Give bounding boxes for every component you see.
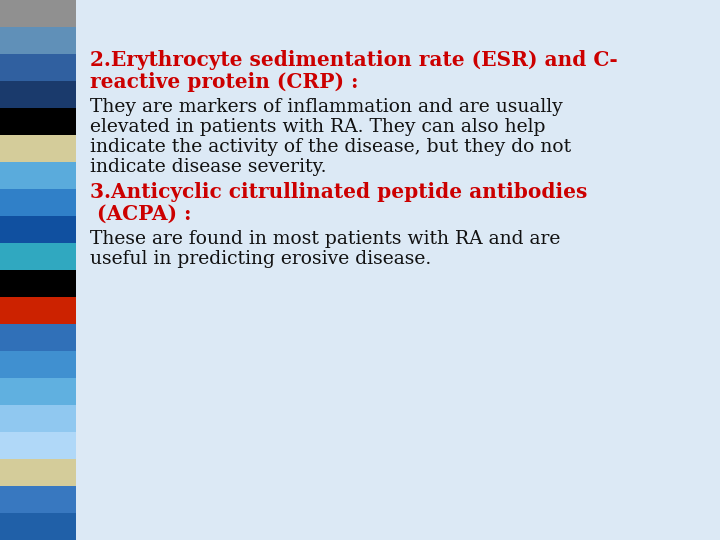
Bar — [0, 297, 76, 324]
Bar — [0, 405, 76, 432]
Bar — [0, 0, 76, 27]
Bar — [0, 378, 76, 405]
Text: They are markers of inflammation and are usually: They are markers of inflammation and are… — [90, 98, 563, 116]
Bar — [0, 513, 76, 540]
Text: useful in predicting erosive disease.: useful in predicting erosive disease. — [90, 250, 431, 268]
Bar — [0, 243, 76, 270]
Text: indicate disease severity.: indicate disease severity. — [90, 158, 326, 176]
Bar — [0, 135, 76, 162]
Bar — [0, 486, 76, 513]
Bar — [0, 216, 76, 243]
Text: elevated in patients with RA. They can also help: elevated in patients with RA. They can a… — [90, 118, 546, 136]
Bar — [0, 81, 76, 108]
Text: (ACPA) :: (ACPA) : — [90, 204, 192, 224]
Bar — [0, 351, 76, 378]
Text: 3.Anticyclic citrullinated peptide antibodies: 3.Anticyclic citrullinated peptide antib… — [90, 182, 588, 202]
Bar — [0, 270, 76, 297]
Text: These are found in most patients with RA and are: These are found in most patients with RA… — [90, 230, 560, 248]
Bar — [0, 108, 76, 135]
Text: 2.Erythrocyte sedimentation rate (ESR) and C-: 2.Erythrocyte sedimentation rate (ESR) a… — [90, 50, 618, 70]
Text: reactive protein (CRP) :: reactive protein (CRP) : — [90, 72, 359, 92]
Bar — [0, 459, 76, 486]
Text: indicate the activity of the disease, but they do not: indicate the activity of the disease, bu… — [90, 138, 571, 156]
Bar — [0, 189, 76, 216]
Bar — [0, 27, 76, 54]
Bar — [0, 324, 76, 351]
Bar — [0, 54, 76, 81]
Bar — [0, 162, 76, 189]
Bar — [0, 432, 76, 459]
